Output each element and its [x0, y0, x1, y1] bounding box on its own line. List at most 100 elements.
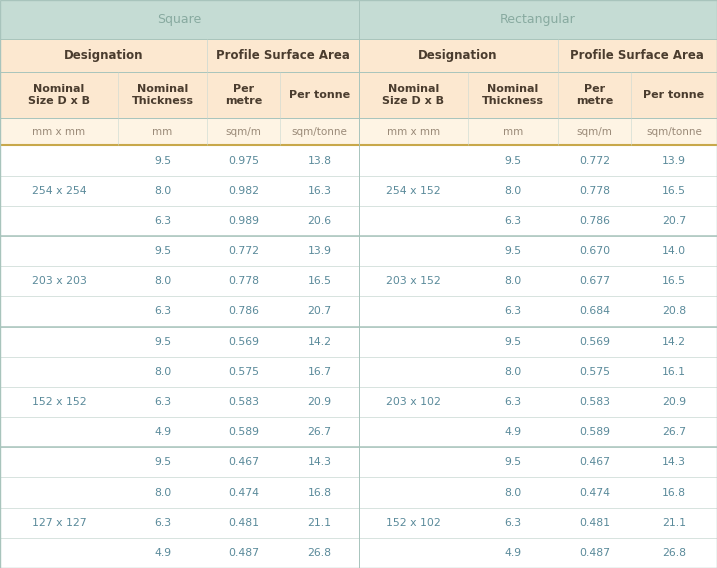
Text: 14.2: 14.2	[662, 337, 686, 346]
Bar	[0, 447, 717, 478]
Bar	[0, 145, 717, 176]
Text: sqm/tonne: sqm/tonne	[292, 127, 348, 137]
Text: 152 x 152: 152 x 152	[32, 397, 86, 407]
Text: 0.982: 0.982	[228, 186, 260, 196]
Text: 6.3: 6.3	[505, 306, 521, 316]
Text: 0.989: 0.989	[228, 216, 260, 226]
Text: 26.8: 26.8	[308, 548, 331, 558]
Text: 0.589: 0.589	[579, 427, 610, 437]
Bar	[0, 387, 717, 417]
Text: 6.3: 6.3	[505, 397, 521, 407]
Text: 0.772: 0.772	[228, 246, 260, 256]
Text: 0.975: 0.975	[228, 156, 260, 165]
Text: 21.1: 21.1	[308, 517, 331, 528]
Text: 0.467: 0.467	[228, 457, 260, 467]
Text: 8.0: 8.0	[154, 487, 171, 498]
Text: 4.9: 4.9	[154, 427, 171, 437]
Text: Rectangular: Rectangular	[500, 13, 576, 26]
Text: 0.583: 0.583	[228, 397, 260, 407]
Text: Per tonne: Per tonne	[289, 90, 350, 100]
Text: 4.9: 4.9	[505, 427, 521, 437]
Text: 16.5: 16.5	[662, 186, 686, 196]
Text: 26.7: 26.7	[662, 427, 686, 437]
Bar	[0, 206, 717, 236]
Text: 20.9: 20.9	[662, 397, 686, 407]
Text: 0.677: 0.677	[579, 276, 610, 286]
Bar	[0, 357, 717, 387]
Text: 20.7: 20.7	[662, 216, 686, 226]
Text: 0.575: 0.575	[228, 367, 260, 377]
Text: 14.3: 14.3	[662, 457, 686, 467]
Text: 20.9: 20.9	[308, 397, 331, 407]
Text: 254 x 152: 254 x 152	[386, 186, 441, 196]
Text: 13.8: 13.8	[308, 156, 331, 165]
Text: 16.8: 16.8	[308, 487, 331, 498]
Text: 0.772: 0.772	[579, 156, 610, 165]
Text: Designation: Designation	[418, 49, 498, 61]
Text: 203 x 102: 203 x 102	[386, 397, 441, 407]
Text: 9.5: 9.5	[505, 156, 521, 165]
Text: 13.9: 13.9	[308, 246, 331, 256]
Text: sqm/tonne: sqm/tonne	[646, 127, 702, 137]
Text: 16.8: 16.8	[662, 487, 686, 498]
Text: Profile Surface Area: Profile Surface Area	[216, 49, 350, 61]
Text: 20.7: 20.7	[308, 306, 331, 316]
Text: 14.2: 14.2	[308, 337, 331, 346]
Bar	[0, 236, 717, 266]
Bar	[0, 508, 717, 538]
Text: Nominal
Thickness: Nominal Thickness	[482, 84, 544, 106]
Text: 16.5: 16.5	[662, 276, 686, 286]
Text: Nominal
Size D x B: Nominal Size D x B	[28, 84, 90, 106]
Text: 4.9: 4.9	[154, 548, 171, 558]
Text: 6.3: 6.3	[505, 517, 521, 528]
Text: 0.778: 0.778	[228, 276, 260, 286]
Text: 9.5: 9.5	[505, 337, 521, 346]
Bar	[0, 327, 717, 357]
Text: 9.5: 9.5	[505, 457, 521, 467]
Bar	[0, 266, 717, 296]
Text: 0.575: 0.575	[579, 367, 610, 377]
Text: 0.684: 0.684	[579, 306, 610, 316]
Text: Per
metre: Per metre	[576, 84, 613, 106]
Bar	[358, 0, 717, 39]
Text: 4.9: 4.9	[505, 548, 521, 558]
Bar	[0, 296, 717, 327]
Text: Per
metre: Per metre	[225, 84, 262, 106]
Bar	[0, 118, 717, 145]
Text: 0.487: 0.487	[228, 548, 260, 558]
Text: sqm/m: sqm/m	[226, 127, 262, 137]
Text: 0.569: 0.569	[579, 337, 610, 346]
Text: 8.0: 8.0	[154, 276, 171, 286]
Text: mm: mm	[153, 127, 173, 137]
Text: 16.3: 16.3	[308, 186, 331, 196]
Text: 0.487: 0.487	[579, 548, 610, 558]
Text: 8.0: 8.0	[154, 186, 171, 196]
Text: Nominal
Size D x B: Nominal Size D x B	[382, 84, 445, 106]
Text: 0.467: 0.467	[579, 457, 610, 467]
Bar	[0, 538, 717, 568]
Bar	[0, 39, 717, 72]
Text: Per tonne: Per tonne	[643, 90, 705, 100]
Text: 21.1: 21.1	[662, 517, 686, 528]
Text: 0.569: 0.569	[228, 337, 260, 346]
Text: 8.0: 8.0	[505, 487, 522, 498]
Text: 26.7: 26.7	[308, 427, 331, 437]
Text: Profile Surface Area: Profile Surface Area	[571, 49, 704, 61]
Text: 9.5: 9.5	[154, 156, 171, 165]
Text: 0.474: 0.474	[228, 487, 260, 498]
Text: 16.1: 16.1	[662, 367, 686, 377]
Text: 0.670: 0.670	[579, 246, 610, 256]
Text: 0.474: 0.474	[579, 487, 610, 498]
Text: 16.5: 16.5	[308, 276, 331, 286]
Text: 9.5: 9.5	[505, 246, 521, 256]
Text: 0.589: 0.589	[228, 427, 260, 437]
Text: 8.0: 8.0	[505, 276, 522, 286]
Text: mm x mm: mm x mm	[387, 127, 440, 137]
Text: 0.583: 0.583	[579, 397, 610, 407]
Text: 8.0: 8.0	[505, 186, 522, 196]
Text: 20.6: 20.6	[308, 216, 331, 226]
Text: 9.5: 9.5	[154, 337, 171, 346]
Text: 20.8: 20.8	[662, 306, 686, 316]
Text: 0.481: 0.481	[228, 517, 260, 528]
Text: 14.3: 14.3	[308, 457, 331, 467]
